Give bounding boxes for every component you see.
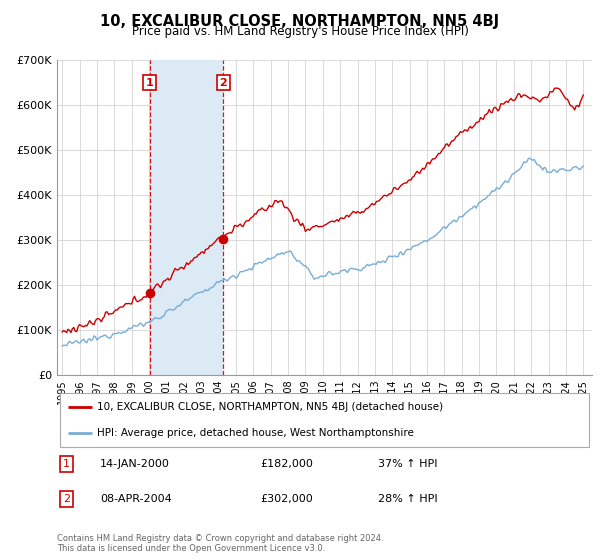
Text: £302,000: £302,000 — [260, 494, 313, 504]
Text: 37% ↑ HPI: 37% ↑ HPI — [378, 459, 437, 469]
Text: Contains HM Land Registry data © Crown copyright and database right 2024.
This d: Contains HM Land Registry data © Crown c… — [57, 534, 383, 553]
Text: £182,000: £182,000 — [260, 459, 313, 469]
Text: 1: 1 — [63, 459, 70, 469]
Text: 08-APR-2004: 08-APR-2004 — [100, 494, 172, 504]
Text: 10, EXCALIBUR CLOSE, NORTHAMPTON, NN5 4BJ: 10, EXCALIBUR CLOSE, NORTHAMPTON, NN5 4B… — [100, 14, 500, 29]
Text: HPI: Average price, detached house, West Northamptonshire: HPI: Average price, detached house, West… — [97, 428, 414, 438]
FancyBboxPatch shape — [59, 393, 589, 447]
Text: 14-JAN-2000: 14-JAN-2000 — [100, 459, 170, 469]
Text: 28% ↑ HPI: 28% ↑ HPI — [378, 494, 437, 504]
Text: 2: 2 — [220, 77, 227, 87]
Text: 2: 2 — [63, 494, 70, 504]
Text: Price paid vs. HM Land Registry's House Price Index (HPI): Price paid vs. HM Land Registry's House … — [131, 25, 469, 38]
Text: 1: 1 — [146, 77, 154, 87]
Bar — [150, 60, 223, 375]
Text: 10, EXCALIBUR CLOSE, NORTHAMPTON, NN5 4BJ (detached house): 10, EXCALIBUR CLOSE, NORTHAMPTON, NN5 4B… — [97, 402, 443, 412]
